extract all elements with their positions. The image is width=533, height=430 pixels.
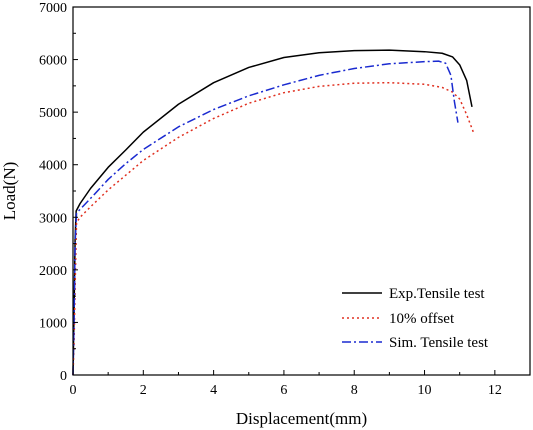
x-tick-label: 6 (280, 383, 287, 398)
series-line-3 (72, 60, 459, 376)
x-tick-label: 2 (140, 383, 147, 398)
y-axis-label: Load(N) (0, 162, 19, 221)
plot-frame (72, 6, 531, 376)
y-tick-label: 4000 (39, 159, 67, 174)
y-tick-label: 2000 (39, 264, 67, 279)
plot-lines (72, 49, 475, 376)
y-tick-label: 7000 (39, 1, 67, 16)
x-tick-label: 12 (488, 383, 502, 398)
x-tick-label: 4 (210, 383, 217, 398)
y-tick-label: 3000 (39, 211, 67, 226)
y-tick-label: 6000 (39, 54, 67, 69)
legend-label-1: Exp.Tensile test (389, 286, 485, 302)
legend-label-3: Sim. Tensile test (389, 335, 489, 351)
x-axis-label: Displacement(mm) (236, 409, 367, 428)
x-tick-label: 10 (418, 383, 432, 398)
series-line-1 (72, 49, 473, 376)
x-axis: 0 2 4 6 8 10 12 (70, 370, 502, 398)
x-tick-label: 8 (351, 383, 358, 398)
legend-label-2: 10% offset (389, 311, 455, 327)
legend: Exp.Tensile test 10% offset Sim. Tensile t… (342, 286, 489, 351)
y-tick-label: 1000 (39, 316, 67, 331)
y-axis: 0 1000 2000 3000 4000 5000 6000 7000 (39, 1, 78, 384)
series-line-2 (72, 81, 475, 376)
y-tick-label: 5000 (39, 106, 67, 121)
y-tick-label: 0 (60, 369, 67, 384)
x-tick-label: 0 (70, 383, 77, 398)
